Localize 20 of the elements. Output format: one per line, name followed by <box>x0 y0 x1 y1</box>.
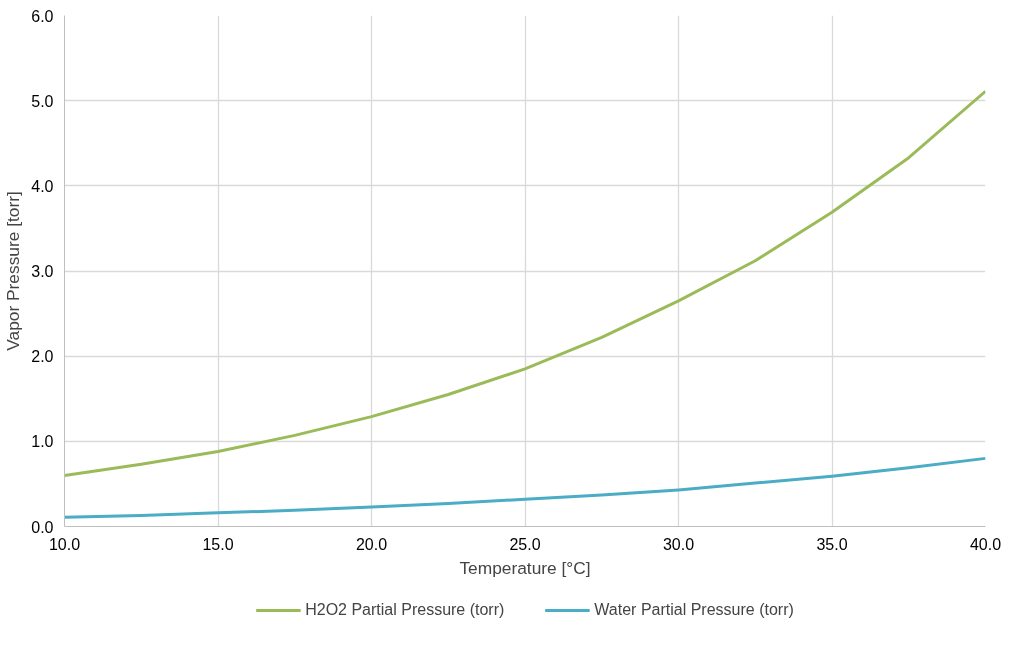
x-tick-label: 40.0 <box>969 535 1002 553</box>
y-tick-label: 6.0 <box>31 7 54 25</box>
y-tick-label: 0.0 <box>31 518 54 536</box>
legend-label: Water Partial Pressure (torr) <box>594 601 794 619</box>
x-tick-label: 20.0 <box>355 535 388 553</box>
x-axis-title: Temperature [°C] <box>459 557 591 578</box>
x-tick-label: 10.0 <box>48 535 81 553</box>
x-tick-label: 35.0 <box>816 535 848 553</box>
y-tick-label: 5.0 <box>31 92 54 110</box>
y-tick-label: 3.0 <box>31 263 54 280</box>
x-tick-label: 25.0 <box>509 535 541 553</box>
y-axis-title: Vapor Pressure [torr] <box>3 191 24 351</box>
legend-label: H2O2 Partial Pressure (torr) <box>305 601 505 619</box>
y-tick-label: 2.0 <box>31 348 54 366</box>
line-series <box>64 456 986 519</box>
x-tick-label: 30.0 <box>662 535 695 553</box>
y-tick-label: 4.0 <box>31 177 54 195</box>
line-series <box>64 89 986 477</box>
x-tick-label: 15.0 <box>202 535 234 553</box>
y-tick-label: 1.0 <box>31 433 54 451</box>
